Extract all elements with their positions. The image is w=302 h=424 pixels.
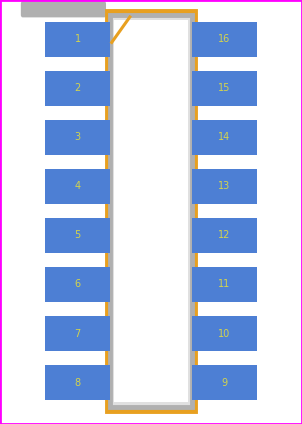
Bar [192, 316, 257, 351]
Bar [45, 267, 110, 302]
Text: 8: 8 [75, 377, 81, 388]
Text: 4: 4 [75, 181, 81, 191]
Text: 11: 11 [218, 279, 230, 290]
Text: 2: 2 [75, 84, 81, 93]
Bar [107, 11, 195, 411]
Text: 13: 13 [218, 181, 230, 191]
Bar [45, 22, 110, 57]
Bar [45, 169, 110, 204]
Bar [45, 120, 110, 155]
Text: 1: 1 [75, 34, 81, 45]
Bar [45, 218, 110, 253]
Text: 12: 12 [218, 231, 230, 240]
Bar [45, 71, 110, 106]
Bar [192, 120, 257, 155]
Bar [114, 20, 188, 402]
Bar [192, 218, 257, 253]
Bar [192, 169, 257, 204]
Text: 15: 15 [218, 84, 230, 93]
Text: 6: 6 [75, 279, 81, 290]
Text: 3: 3 [75, 132, 81, 142]
FancyBboxPatch shape [21, 1, 106, 17]
Text: 16: 16 [218, 34, 230, 45]
Text: 14: 14 [218, 132, 230, 142]
Bar [110, 15, 192, 407]
Text: 7: 7 [75, 329, 81, 338]
Bar [45, 316, 110, 351]
Bar [192, 267, 257, 302]
Text: 9: 9 [221, 377, 227, 388]
Bar [45, 365, 110, 400]
Text: 10: 10 [218, 329, 230, 338]
Bar [192, 22, 257, 57]
Bar [192, 71, 257, 106]
Text: 5: 5 [75, 231, 81, 240]
Bar [192, 365, 257, 400]
